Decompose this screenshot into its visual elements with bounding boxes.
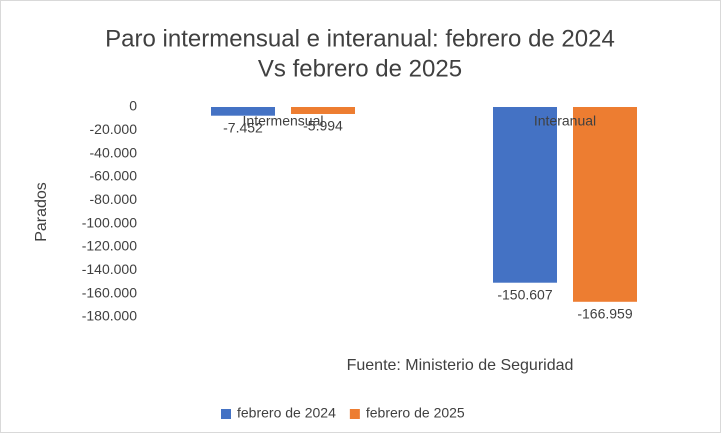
y-tick-label: -120.000 (82, 238, 137, 254)
y-tick-label: -40.000 (90, 144, 138, 160)
data-label: -5.994 (303, 118, 343, 134)
legend-swatch (349, 409, 360, 419)
x-tick-label: Interanual (534, 113, 596, 129)
y-tick-label: 0 (129, 98, 137, 114)
bar (573, 107, 637, 302)
bar (211, 107, 275, 116)
annotation: Fuente: Ministerio de Seguridad (347, 357, 574, 374)
y-tick-label: -160.000 (82, 284, 137, 300)
data-label: -166.959 (577, 305, 632, 321)
x-tick-label: Intermensual (243, 113, 324, 129)
data-label: -7.452 (223, 119, 263, 135)
legend-label: febrero de 2025 (366, 405, 465, 421)
y-axis-label: Parados (33, 182, 50, 242)
legend-label: febrero de 2024 (237, 405, 336, 421)
y-tick-label: -20.000 (90, 121, 138, 137)
y-tick-label: -80.000 (90, 191, 138, 207)
y-tick-label: -180.000 (82, 308, 137, 324)
bar (493, 107, 557, 283)
bar (291, 107, 355, 114)
chart-title: Paro intermensual e interanual: febrero … (105, 25, 615, 52)
legend-swatch (221, 409, 231, 419)
y-tick-label: -140.000 (82, 261, 137, 277)
y-tick-label: -60.000 (90, 168, 138, 184)
chart-title: Vs febrero de 2025 (258, 55, 462, 82)
y-tick-label: -100.000 (82, 214, 137, 230)
data-label: -150.607 (497, 286, 552, 302)
